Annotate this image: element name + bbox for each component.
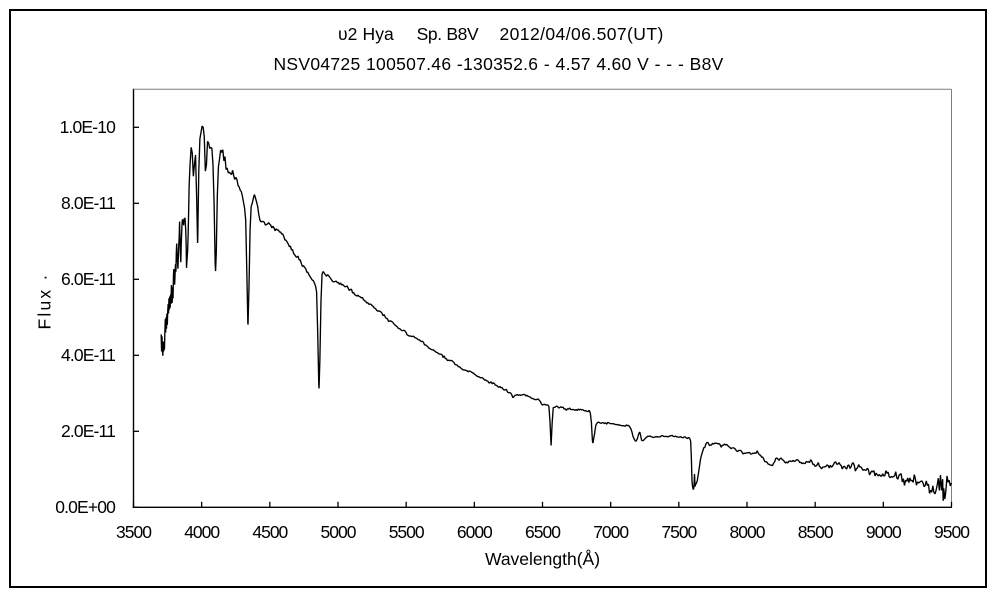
y-axis-title-text: Flux <box>34 287 55 330</box>
x-tick-label: 8000 <box>729 522 766 543</box>
x-tick-label: 6500 <box>525 522 561 543</box>
x-tick-label: 7000 <box>593 522 629 543</box>
outer-border <box>9 9 987 588</box>
x-tick-label: 5500 <box>388 522 425 543</box>
y-tick-label: 6.0E-11 <box>60 269 116 289</box>
y-axis-title: Flux · <box>34 272 55 330</box>
x-tick-label: 3500 <box>116 522 152 543</box>
x-tick-label: 5000 <box>320 522 357 543</box>
axis-ticks <box>132 126 953 508</box>
spectrum-line <box>160 125 952 501</box>
y-tick-label: 2.0E-11 <box>60 421 116 441</box>
x-tick-label: 6000 <box>456 522 493 543</box>
chart-title-star-name: υ2 Hya <box>338 23 394 44</box>
x-tick-label: 8500 <box>797 522 834 543</box>
y-tick-label: 1.0E-10 <box>59 117 116 137</box>
chart-title-observation-date: 2012/04/06.507(UT) <box>499 23 664 44</box>
plot-axes-box <box>132 88 952 508</box>
y-tick-label: 0.0E+00 <box>55 497 116 517</box>
y-axis-title-gap <box>34 281 54 288</box>
x-tick-label: 4000 <box>184 522 220 543</box>
x-axis-title: Wavelength(Å) <box>484 549 601 570</box>
y-tick-label: 4.0E-11 <box>60 345 116 365</box>
chart-subtitle-catalog-line: NSV04725 100507.46 -130352.6 - 4.57 4.60… <box>273 54 724 75</box>
chart-title-spectral-type: Sp. B8V <box>416 23 479 44</box>
x-tick-label: 4500 <box>252 522 288 543</box>
y-tick-label: 8.0E-11 <box>60 193 116 213</box>
y-axis-title-dot: · <box>34 272 55 281</box>
x-tick-label: 9000 <box>865 522 902 543</box>
x-tick-label: 9500 <box>934 522 970 543</box>
x-tick-label: 7500 <box>661 522 697 543</box>
